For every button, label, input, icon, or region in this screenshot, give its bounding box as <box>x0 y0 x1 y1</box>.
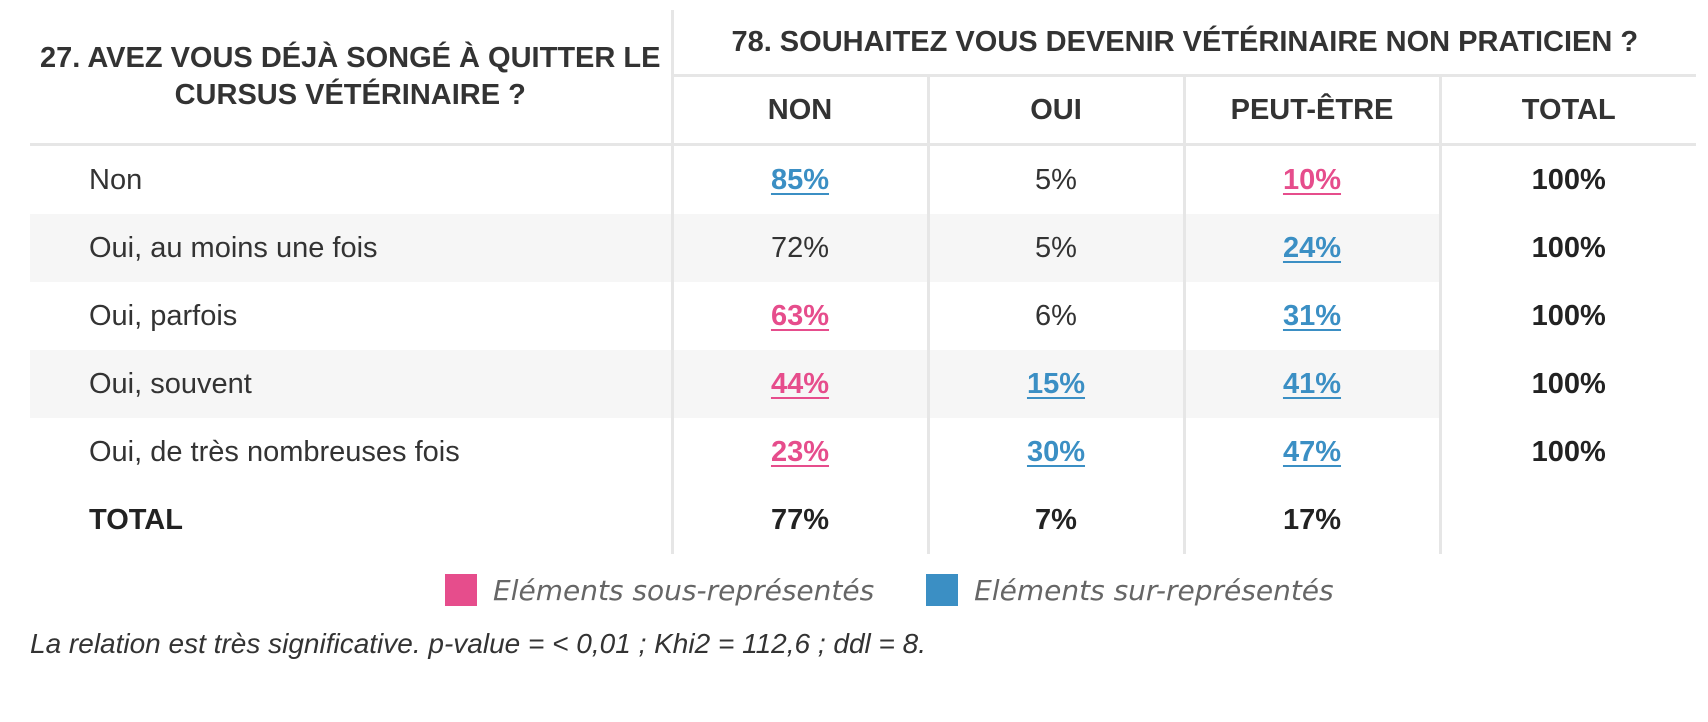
column-header-non: Non <box>672 75 930 146</box>
column-header-total: Total <box>1440 75 1697 146</box>
cell-value: 5% <box>1035 231 1077 264</box>
cell-value-under-represented[interactable]: 63% <box>770 299 830 332</box>
cell-value: 6% <box>1035 299 1077 332</box>
table-cell: 10% <box>1184 144 1442 214</box>
table-row: Non 85% 5% 10% 100% <box>30 144 1697 214</box>
cell-value-under-represented[interactable]: 44% <box>770 367 830 400</box>
table-cell: 30% <box>928 418 1186 486</box>
cell-value: 100% <box>1531 163 1606 196</box>
column-total-cell: 7% <box>928 486 1186 554</box>
cell-value: 100% <box>1531 435 1606 468</box>
significance-note: La relation est très significative. p-va… <box>30 628 927 659</box>
legend: Eléments sous-représentés Eléments sur-r… <box>445 570 1334 610</box>
table-cell: 85% <box>672 144 930 214</box>
table-cell: 23% <box>672 418 930 486</box>
cell-value-under-represented[interactable]: 10% <box>1282 163 1342 196</box>
cell-value: 100% <box>1531 231 1606 264</box>
column-variable-title: 78. Souhaitez vous devenir vétérinaire n… <box>672 10 1697 77</box>
row-total-cell: 100% <box>1440 418 1697 486</box>
cell-value: 100% <box>1531 299 1606 332</box>
total-row-label: TOTAL <box>30 486 674 554</box>
table-row: Oui, souvent 44% 15% 41% 100% <box>30 350 1697 418</box>
table-cell: 44% <box>672 350 930 418</box>
cell-value-over-represented[interactable]: 31% <box>1282 299 1342 332</box>
table-cell: 31% <box>1184 282 1442 350</box>
column-total-cell: 77% <box>672 486 930 554</box>
crosstab-table: 27. Avez vous déjà songé à quitter le cu… <box>30 10 1697 554</box>
cell-value: 100% <box>1531 367 1606 400</box>
table-cell: 5% <box>928 144 1186 214</box>
cell-value: 5% <box>1035 163 1077 196</box>
row-label: Non <box>30 144 674 214</box>
table-cell: 6% <box>928 282 1186 350</box>
row-label: Oui, de très nombreuses fois <box>30 418 674 486</box>
total-row: TOTAL 77% 7% 17% <box>30 486 1696 554</box>
cell-value-under-represented[interactable]: 23% <box>770 435 830 468</box>
row-label: Oui, souvent <box>30 350 674 418</box>
table-body: Non 85% 5% 10% 100% Oui, au moins une fois 72%… <box>30 144 1697 554</box>
table-row: Oui, au moins une fois 72% 5% 24% 100% <box>30 214 1697 282</box>
cell-value-over-represented[interactable]: 85% <box>770 163 830 196</box>
row-variable-title: 27. Avez vous déjà songé à quitter le cu… <box>30 10 674 146</box>
cell-value-over-represented[interactable]: 41% <box>1282 367 1342 400</box>
row-total-cell: 100% <box>1440 214 1697 282</box>
table-row: Oui, de très nombreuses fois 23% 30% 47% 100… <box>30 418 1697 486</box>
legend-item-over: Eléments sur-représentés <box>926 573 1334 607</box>
row-total-cell: 100% <box>1440 144 1697 214</box>
table-cell: 72% <box>672 214 930 282</box>
table-cell: 63% <box>672 282 930 350</box>
legend-label-over: Eléments sur-représentés <box>974 573 1334 607</box>
empty-cell <box>1440 486 1696 554</box>
row-total-cell: 100% <box>1440 350 1697 418</box>
cell-value-over-represented[interactable]: 24% <box>1282 231 1342 264</box>
legend-item-under: Eléments sous-représentés <box>445 574 874 607</box>
table-cell: 5% <box>928 214 1186 282</box>
column-header-oui: Oui <box>928 75 1186 146</box>
cell-value-over-represented[interactable]: 47% <box>1282 435 1342 468</box>
cell-value: 72% <box>770 231 830 264</box>
row-total-cell: 100% <box>1440 282 1697 350</box>
cell-value-over-represented[interactable]: 15% <box>1026 367 1086 400</box>
column-header-peut-etre: Peut-être <box>1184 75 1442 146</box>
table-cell: 15% <box>928 350 1186 418</box>
row-label: Oui, parfois <box>30 282 674 350</box>
legend-label-under: Eléments sous-représentés <box>493 573 875 607</box>
legend-swatch-under <box>445 574 477 606</box>
row-label: Oui, au moins une fois <box>30 214 674 282</box>
table-row: Oui, parfois 63% 6% 31% 100% <box>30 282 1697 350</box>
table-cell: 41% <box>1184 350 1442 418</box>
cell-value-over-represented[interactable]: 30% <box>1026 435 1086 468</box>
table-cell: 47% <box>1184 418 1442 486</box>
legend-swatch-over <box>926 574 959 606</box>
table-cell: 24% <box>1184 214 1442 282</box>
column-total-cell: 17% <box>1184 486 1442 554</box>
